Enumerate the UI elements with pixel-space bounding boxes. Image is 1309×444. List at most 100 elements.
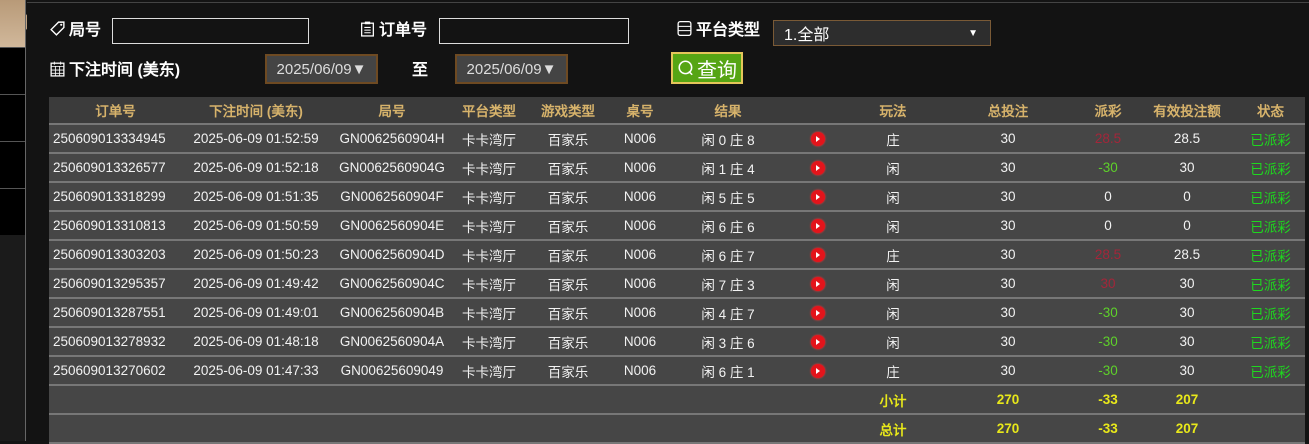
payout: 30 — [1078, 269, 1138, 299]
play-type: 闲 — [848, 298, 938, 328]
payout: -30 — [1078, 153, 1138, 183]
play-video-icon[interactable] — [811, 190, 825, 205]
calendar-icon — [50, 61, 65, 77]
bet-records-table: 订单号 下注时间 (美东) 局号 平台类型 游戏类型 桌号 结果 玩法 总投注 派彩 有效投注额 状态… — [49, 97, 1305, 444]
result: 闲 6 庄 6 — [668, 211, 788, 241]
order-id: 250609013318299 — [49, 182, 182, 212]
empty-cell — [1236, 414, 1305, 444]
subtotal-payout: -33 — [1078, 385, 1138, 415]
order-id: 250609013310813 — [49, 211, 182, 241]
empty-cell — [49, 414, 182, 444]
valid-bet: 30 — [1138, 356, 1236, 386]
column-header: 订单号 — [49, 97, 182, 125]
empty-cell — [668, 414, 788, 444]
column-header: 平台类型 — [454, 97, 524, 125]
valid-bet: 30 — [1138, 298, 1236, 328]
empty-cell — [668, 385, 788, 415]
sidebar-item[interactable] — [0, 188, 25, 235]
round-id: GN0062560904D — [330, 240, 454, 270]
play-video-icon[interactable] — [811, 364, 825, 379]
table-row: 250609013278932 2025-06-09 01:48:18 GN0062… — [49, 327, 1305, 357]
play-video-icon[interactable] — [811, 219, 825, 234]
platform-type: 卡卡湾厅 — [454, 240, 524, 270]
total-valid: 207 — [1138, 414, 1236, 444]
round-id: GN0062560904G — [330, 153, 454, 183]
date-from-picker[interactable]: 2025/06/09▼ — [265, 54, 378, 84]
replay-cell — [788, 298, 848, 328]
empty-cell — [788, 414, 848, 444]
game-type: 百家乐 — [524, 182, 612, 212]
result: 闲 1 庄 4 — [668, 153, 788, 183]
bet-time: 2025-06-09 01:49:42 — [182, 269, 330, 299]
order-id: 250609013326577 — [49, 153, 182, 183]
status: 已派彩 — [1236, 124, 1305, 154]
game-type: 百家乐 — [524, 124, 612, 154]
play-type: 闲 — [848, 327, 938, 357]
game-type: 百家乐 — [524, 327, 612, 357]
play-type: 庄 — [848, 240, 938, 270]
empty-cell — [330, 385, 454, 415]
sidebar-item[interactable] — [0, 94, 25, 141]
platform-type: 卡卡湾厅 — [454, 269, 524, 299]
table-id: N006 — [612, 153, 668, 183]
empty-cell — [454, 414, 524, 444]
empty-cell — [612, 385, 668, 415]
order-label: 订单号 — [359, 16, 427, 40]
total-bet: 30 — [938, 298, 1078, 328]
valid-bet: 30 — [1138, 153, 1236, 183]
total-payout: -33 — [1078, 414, 1138, 444]
status: 已派彩 — [1236, 153, 1305, 183]
status: 已派彩 — [1236, 182, 1305, 212]
total-label: 总计 — [848, 414, 938, 444]
replay-cell — [788, 356, 848, 386]
play-type: 闲 — [848, 211, 938, 241]
date-to-picker[interactable]: 2025/06/09▼ — [455, 54, 568, 84]
sidebar-item-active[interactable] — [0, 0, 25, 47]
order-id: 250609013278932 — [49, 327, 182, 357]
total-row: 总计 270 -33 207 — [49, 414, 1305, 444]
round-id: GN0062560904E — [330, 211, 454, 241]
empty-cell — [330, 414, 454, 444]
round-label: 局号 — [49, 16, 101, 40]
play-video-icon[interactable] — [811, 161, 825, 176]
result: 闲 7 庄 3 — [668, 269, 788, 299]
column-header — [788, 97, 848, 125]
platform-type: 卡卡湾厅 — [454, 153, 524, 183]
replay-cell — [788, 124, 848, 154]
platform-select[interactable]: 1.全部 ▼ — [773, 20, 991, 46]
game-type: 百家乐 — [524, 298, 612, 328]
play-type: 闲 — [848, 182, 938, 212]
query-button[interactable]: 查询 — [671, 52, 743, 84]
round-id: GN0062560904B — [330, 298, 454, 328]
play-video-icon[interactable] — [811, 248, 825, 263]
sidebar-item[interactable] — [0, 47, 25, 94]
play-video-icon[interactable] — [811, 335, 825, 350]
platform-type: 卡卡湾厅 — [454, 182, 524, 212]
replay-cell — [788, 182, 848, 212]
payout: 0 — [1078, 182, 1138, 212]
to-label: 至 — [412, 62, 429, 79]
play-video-icon[interactable] — [811, 306, 825, 321]
bet-time: 2025-06-09 01:47:33 — [182, 356, 330, 386]
server-icon — [677, 20, 692, 36]
round-id: GN0062560904H — [330, 124, 454, 154]
table-row: 250609013318299 2025-06-09 01:51:35 GN0062… — [49, 182, 1305, 212]
sidebar-item[interactable] — [0, 141, 25, 188]
column-header: 有效投注额 — [1138, 97, 1236, 125]
order-input[interactable] — [439, 18, 629, 44]
round-input[interactable] — [112, 18, 309, 44]
payout: -30 — [1078, 298, 1138, 328]
total-bet: 30 — [938, 153, 1078, 183]
table-id: N006 — [612, 356, 668, 386]
table-id: N006 — [612, 298, 668, 328]
play-video-icon[interactable] — [811, 132, 825, 147]
total-bet: 270 — [938, 414, 1078, 444]
subtotal-bet: 270 — [938, 385, 1078, 415]
valid-bet: 0 — [1138, 182, 1236, 212]
valid-bet: 30 — [1138, 327, 1236, 357]
payout: 28.5 — [1078, 240, 1138, 270]
table-row: 250609013310813 2025-06-09 01:50:59 GN0062… — [49, 211, 1305, 241]
play-video-icon[interactable] — [811, 277, 825, 292]
payout: -30 — [1078, 327, 1138, 357]
valid-bet: 28.5 — [1138, 240, 1236, 270]
